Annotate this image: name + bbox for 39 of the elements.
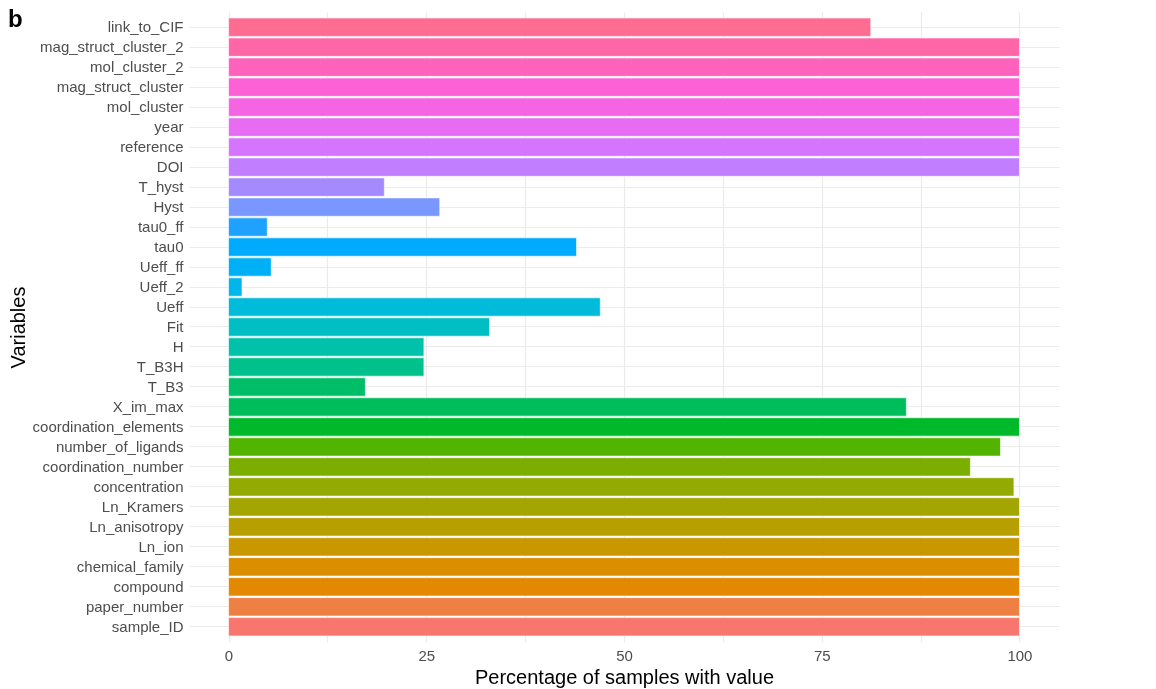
x-tick-label: 0 [224, 646, 234, 664]
y-tick-label: year [154, 118, 184, 136]
y-tick-label: Ln_Kramers [101, 497, 184, 515]
x-tick-label: 50 [616, 646, 633, 664]
y-tick-label: T_B3 [147, 377, 184, 395]
x-tick-label: 75 [813, 646, 831, 664]
y-tick-label: H [172, 337, 184, 355]
y-tick-label: Hyst [153, 198, 185, 216]
y-tick-label: Ueff_ff [139, 258, 185, 276]
y-tick-label: paper_number [85, 597, 184, 615]
y-tick-label: mag_struct_cluster [56, 78, 184, 96]
y-tick-label: Ueff_2 [139, 278, 184, 296]
y-tick-label: Ln_ion [138, 537, 184, 555]
y-axis-title: Variables [6, 286, 29, 369]
y-tick-label: Ln_anisotropy [89, 517, 184, 535]
y-tick-label: mag_struct_cluster_2 [40, 38, 184, 56]
x-tick-label: 100 [1007, 646, 1033, 664]
text: b [8, 5, 23, 32]
y-tick-label: mol_cluster_2 [90, 58, 184, 76]
x-axis-title: Percentage of samples with value [474, 665, 775, 688]
y-tick-label: T_B3H [136, 357, 184, 375]
y-tick-label: Ueff [156, 298, 185, 316]
y-tick-label: DOI [156, 158, 184, 176]
y-tick-label: number_of_ligands [55, 437, 184, 455]
y-tick-label: concentration [93, 477, 184, 495]
y-tick-label: T_hyst [138, 178, 185, 196]
y-tick-label: link_to_CIF [107, 18, 184, 36]
y-tick-label: coordination_number [42, 457, 184, 475]
y-tick-label: coordination_elements [32, 417, 184, 435]
y-tick-label: tau0_ff [137, 218, 185, 236]
y-tick-label: mol_cluster [106, 98, 184, 116]
y-tick-label: sample_ID [111, 617, 184, 635]
y-tick-label: X_im_max [112, 397, 184, 415]
y-tick-label: Fit [166, 318, 185, 335]
y-tick-label: tau0 [154, 238, 184, 256]
x-tick-label: 25 [418, 646, 436, 664]
y-tick-label: chemical_family [76, 557, 184, 575]
y-tick-label: reference [120, 138, 184, 156]
y-tick-label: compound [113, 577, 184, 595]
